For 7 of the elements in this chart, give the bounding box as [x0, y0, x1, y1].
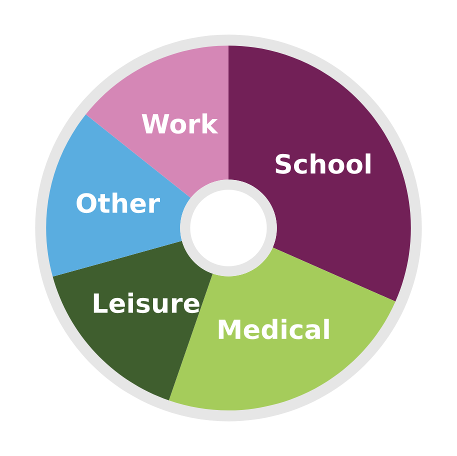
slice-label: Leisure — [94, 292, 200, 314]
slice-label: School — [276, 153, 370, 174]
donut-slice — [228, 46, 411, 302]
slice-label: Work — [142, 113, 218, 134]
slice-label: Other — [76, 192, 160, 214]
donut-slice — [52, 240, 213, 400]
slice-label: Medical — [218, 318, 329, 340]
